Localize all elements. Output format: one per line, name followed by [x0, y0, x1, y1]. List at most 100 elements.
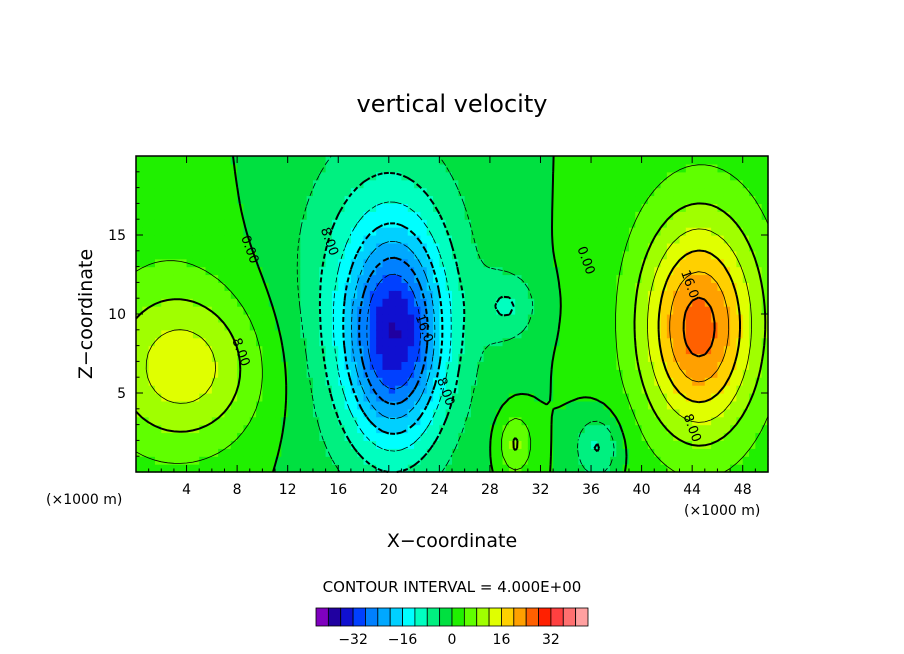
heatmap-cell	[666, 393, 674, 402]
heatmap-cell	[426, 242, 434, 252]
heatmap-cell	[148, 393, 156, 402]
heatmap-cell	[736, 424, 744, 434]
heatmap-cell	[704, 195, 712, 204]
heatmap-cell	[521, 250, 529, 260]
heatmap-cell	[685, 314, 693, 323]
heatmap-cell	[477, 393, 485, 402]
heatmap-cell	[698, 408, 706, 418]
heatmap-cell	[369, 408, 377, 418]
heatmap-cell	[540, 377, 548, 386]
heatmap-cell	[407, 211, 415, 220]
heatmap-cell	[173, 250, 181, 260]
heatmap-cell	[382, 306, 390, 315]
heatmap-cell	[433, 266, 440, 276]
heatmap-cell	[136, 321, 143, 331]
heatmap-cell	[685, 393, 693, 402]
heatmap-cell	[395, 290, 403, 299]
heatmap-cell	[344, 464, 352, 473]
heatmap-cell	[256, 242, 263, 252]
heatmap-cell	[363, 242, 371, 252]
heatmap-cell	[679, 337, 687, 347]
heatmap-cell	[167, 400, 175, 410]
heatmap-cell	[736, 448, 744, 457]
heatmap-cell	[559, 219, 567, 228]
heatmap-cell	[761, 432, 769, 441]
heatmap-cell	[736, 432, 744, 441]
heatmap-cell	[597, 337, 605, 347]
heatmap-cell	[546, 250, 554, 260]
heatmap-cell	[591, 400, 598, 410]
heatmap-cell	[319, 440, 327, 449]
heatmap-cell	[161, 337, 169, 347]
heatmap-cell	[736, 195, 744, 204]
heatmap-cell	[502, 416, 510, 426]
heatmap-cell	[736, 353, 744, 362]
heatmap-cell	[496, 258, 504, 268]
heatmap-cell	[407, 203, 415, 212]
heatmap-cell	[660, 171, 668, 181]
heatmap-cell	[192, 274, 200, 283]
contour-line	[135, 164, 769, 473]
heatmap-cell	[350, 187, 358, 197]
heatmap-cell	[173, 258, 181, 268]
heatmap-cell	[300, 393, 308, 402]
heatmap-cell	[414, 242, 421, 252]
heatmap-cell	[603, 353, 611, 362]
heatmap-cell	[603, 377, 611, 386]
heatmap-cell	[148, 400, 156, 410]
heatmap-cell	[704, 377, 712, 386]
heatmap-cell	[502, 195, 510, 204]
heatmap-cell	[420, 235, 428, 244]
heatmap-cell	[483, 235, 491, 244]
heatmap-cell	[464, 321, 472, 331]
heatmap-cell	[654, 306, 662, 315]
heatmap-cell	[281, 345, 289, 355]
heatmap-cell	[338, 282, 346, 291]
heatmap-cell	[224, 361, 232, 370]
heatmap-cell	[553, 456, 561, 465]
heatmap-cell	[483, 187, 491, 197]
heatmap-cell	[654, 274, 662, 283]
heatmap-cell	[186, 353, 194, 362]
heatmap-cell	[628, 306, 636, 315]
heatmap-cell	[218, 393, 226, 402]
heatmap-cell	[527, 361, 535, 370]
heatmap-cell	[161, 156, 169, 165]
heatmap-cell	[306, 400, 314, 410]
heatmap-cell	[660, 432, 668, 441]
heatmap-cell	[249, 456, 257, 465]
heatmap-cell	[287, 179, 295, 189]
heatmap-cell	[489, 314, 497, 323]
heatmap-cell	[237, 416, 245, 426]
heatmap-cell	[338, 464, 346, 473]
heatmap-cell	[199, 179, 207, 189]
heatmap-cell	[470, 187, 478, 197]
heatmap-cell	[654, 179, 662, 189]
heatmap-cell	[300, 242, 308, 252]
heatmap-cell	[363, 163, 371, 173]
heatmap-cell	[502, 171, 510, 181]
heatmap-cell	[654, 258, 662, 268]
heatmap-cell	[256, 400, 263, 410]
heatmap-cell	[312, 456, 320, 465]
heatmap-cell	[186, 298, 194, 307]
heatmap-cell	[654, 408, 662, 418]
heatmap-cell	[199, 211, 207, 220]
heatmap-cell	[148, 361, 156, 370]
heatmap-cell	[300, 448, 308, 457]
heatmap-cell	[256, 432, 263, 441]
heatmap-cell	[477, 298, 485, 307]
heatmap-cell	[692, 314, 700, 323]
heatmap-cell	[458, 179, 466, 189]
heatmap-cell	[515, 456, 523, 465]
heatmap-cell	[211, 242, 219, 252]
heatmap-cell	[338, 219, 346, 228]
heatmap-cell	[584, 353, 592, 362]
heatmap-cell	[502, 163, 510, 173]
heatmap-cell	[218, 369, 226, 378]
heatmap-cell	[679, 227, 687, 236]
heatmap-cell	[357, 156, 365, 165]
heatmap-cell	[755, 179, 763, 189]
heatmap-cell	[224, 456, 232, 465]
heatmap-cell	[287, 432, 295, 441]
